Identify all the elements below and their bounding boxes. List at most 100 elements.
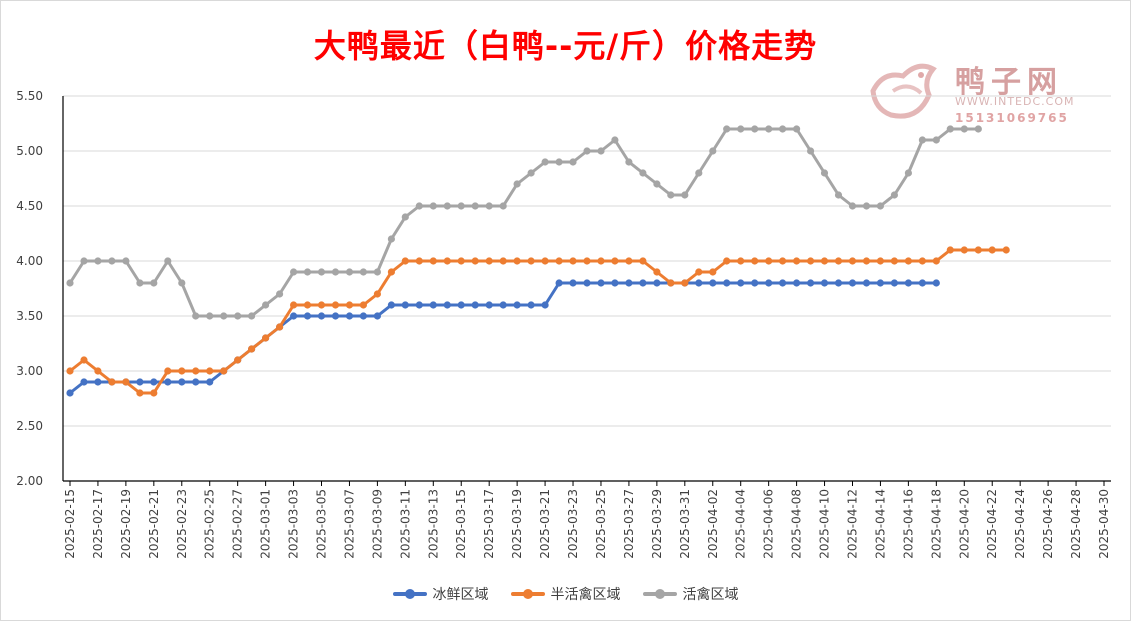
data-point <box>248 345 256 353</box>
data-point <box>345 268 354 276</box>
data-point <box>206 378 214 386</box>
x-tick-label: 2025-03-13 <box>426 489 440 559</box>
data-point <box>625 158 633 166</box>
x-tick-label: 2025-04-30 <box>1097 489 1111 559</box>
x-tick-label: 2025-03-09 <box>370 489 384 559</box>
x-tick-label: 2025-04-24 <box>1013 489 1027 559</box>
data-point <box>513 257 521 265</box>
data-point <box>527 301 535 309</box>
data-point <box>192 312 200 320</box>
data-point <box>807 257 815 265</box>
legend-item-3: 活禽区域 <box>642 584 739 604</box>
data-point <box>387 268 395 276</box>
data-point <box>820 169 829 177</box>
data-point <box>918 257 927 265</box>
x-tick-label: 2025-03-25 <box>594 489 608 559</box>
data-point <box>80 378 88 386</box>
data-point <box>150 378 158 386</box>
data-point <box>136 378 144 386</box>
x-tick-label: 2025-03-17 <box>482 489 496 559</box>
legend-item-1: 冰鲜区域 <box>392 584 489 604</box>
data-point <box>569 158 577 166</box>
data-point <box>471 301 479 309</box>
data-point <box>317 312 326 320</box>
data-point <box>681 191 689 199</box>
data-point <box>206 312 214 320</box>
legend-swatch <box>642 589 677 599</box>
x-tick-label: 2025-02-19 <box>119 489 133 559</box>
data-point <box>555 279 563 287</box>
data-point <box>569 279 577 287</box>
data-point <box>974 125 982 133</box>
data-point <box>848 202 857 210</box>
x-tick-label: 2025-04-26 <box>1041 489 1055 559</box>
y-tick-label: 2.50 <box>16 419 43 433</box>
data-point <box>150 279 158 287</box>
data-point <box>737 257 745 265</box>
y-tick-label: 5.50 <box>16 89 43 103</box>
data-point <box>960 125 968 133</box>
x-tick-label: 2025-03-07 <box>342 489 356 559</box>
data-point <box>890 191 899 199</box>
x-tick-label: 2025-02-25 <box>203 489 217 559</box>
data-point <box>415 301 423 309</box>
data-point <box>918 279 927 287</box>
data-point <box>807 279 815 287</box>
data-point <box>443 301 451 309</box>
legend: 冰鲜区域 半活禽区域 活禽区域 <box>1 584 1130 604</box>
data-point <box>904 169 913 177</box>
data-point <box>597 147 605 155</box>
x-tick-label: 2025-04-10 <box>818 489 832 559</box>
legend-label: 半活禽区域 <box>550 587 621 603</box>
data-point <box>737 279 745 287</box>
watermark-url: WWW.INTEDC.COM <box>955 95 1075 108</box>
x-tick-label: 2025-04-02 <box>706 489 720 559</box>
data-point <box>499 257 507 265</box>
x-tick-label: 2025-03-23 <box>566 489 580 559</box>
data-point <box>695 279 703 287</box>
data-point <box>890 279 899 287</box>
data-point <box>429 202 437 210</box>
data-point <box>317 301 326 309</box>
data-point <box>429 257 437 265</box>
data-point <box>136 389 144 397</box>
data-point <box>779 125 787 133</box>
data-point <box>331 301 340 309</box>
data-point <box>876 257 885 265</box>
data-point <box>373 290 381 298</box>
data-point <box>108 378 116 386</box>
x-tick-label: 2025-02-17 <box>91 489 105 559</box>
data-point <box>597 279 605 287</box>
data-point <box>485 202 493 210</box>
series-line-1 <box>69 281 937 395</box>
data-point <box>932 257 940 265</box>
data-point <box>834 257 843 265</box>
data-point <box>904 279 913 287</box>
data-point <box>66 367 74 375</box>
data-point <box>527 257 535 265</box>
data-point <box>848 257 857 265</box>
data-point <box>681 279 689 287</box>
data-point <box>541 257 549 265</box>
data-point <box>793 257 801 265</box>
x-tick-label: 2025-03-29 <box>650 489 664 559</box>
data-point <box>765 257 773 265</box>
data-point <box>625 257 633 265</box>
data-point <box>220 367 228 375</box>
legend-label: 活禽区域 <box>682 587 739 603</box>
data-point <box>793 279 801 287</box>
data-point <box>234 312 242 320</box>
data-point <box>303 268 312 276</box>
data-point <box>122 378 130 386</box>
data-point <box>429 301 437 309</box>
data-point <box>834 279 843 287</box>
legend-swatch <box>392 589 427 599</box>
data-point <box>248 312 256 320</box>
data-point <box>401 213 409 221</box>
data-point <box>108 257 116 265</box>
data-point <box>751 125 759 133</box>
data-point <box>164 257 172 265</box>
x-tick-label: 2025-02-23 <box>175 489 189 559</box>
data-point <box>848 279 857 287</box>
